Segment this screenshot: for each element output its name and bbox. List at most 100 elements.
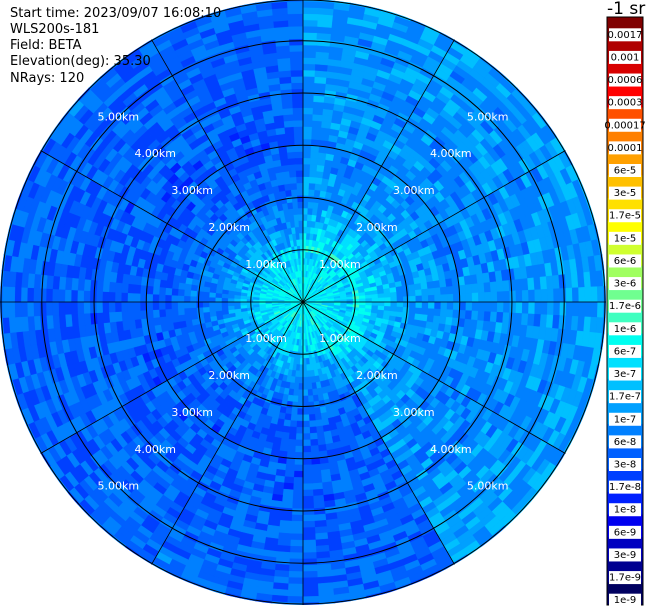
ppi-cell bbox=[114, 282, 123, 293]
ppi-cell bbox=[146, 301, 153, 311]
ppi-cell bbox=[96, 312, 104, 324]
ppi-cell bbox=[102, 291, 110, 303]
ppi-cell bbox=[534, 301, 542, 315]
ppi-cell bbox=[290, 533, 304, 541]
ppi-cell bbox=[178, 314, 186, 322]
ppi-cell bbox=[95, 301, 103, 314]
ppi-cell bbox=[246, 304, 254, 309]
ppi-cell bbox=[302, 88, 315, 96]
ppi-cell bbox=[121, 310, 129, 322]
ppi-cell bbox=[527, 277, 535, 291]
ppi-cell bbox=[471, 301, 479, 312]
ppi-cell bbox=[171, 308, 179, 316]
ppi-cell bbox=[302, 427, 311, 434]
ppi-cell bbox=[177, 295, 185, 303]
ppi-cell bbox=[315, 544, 330, 553]
ppi-cell bbox=[433, 308, 441, 317]
ppi-cell bbox=[290, 414, 298, 422]
ppi-cell bbox=[314, 63, 329, 72]
ppi-cell bbox=[307, 395, 314, 403]
ppi-cell bbox=[302, 527, 316, 535]
ppi-cell bbox=[389, 287, 397, 294]
ppi-cell bbox=[202, 296, 210, 303]
ppi-cell bbox=[302, 552, 317, 560]
ppi-cell bbox=[446, 286, 454, 295]
ppi-cell bbox=[177, 308, 185, 316]
ppi-cell bbox=[414, 313, 422, 321]
ppi-cell bbox=[390, 301, 398, 308]
ppi-cell bbox=[127, 292, 135, 303]
ppi-cell bbox=[83, 290, 91, 303]
ppi-cell bbox=[288, 432, 297, 440]
ppi-cell bbox=[371, 301, 379, 307]
ppi-cell bbox=[310, 145, 320, 153]
ppi-cell bbox=[95, 290, 103, 303]
ppi-cell bbox=[302, 370, 308, 378]
ppi-cell bbox=[291, 514, 304, 522]
ppi-cell bbox=[282, 425, 291, 434]
ppi-cell bbox=[289, 558, 304, 566]
ppi-cell bbox=[302, 82, 315, 90]
ppi-cell bbox=[302, 533, 316, 541]
ppi-cell bbox=[288, 577, 304, 585]
ppi-cell bbox=[302, 570, 318, 579]
ppi-cell bbox=[302, 214, 308, 221]
ppi-cell bbox=[509, 301, 517, 314]
ppi-cell bbox=[302, 19, 318, 27]
ppi-cell bbox=[302, 596, 319, 604]
ppi-cell bbox=[302, 0, 319, 8]
ppi-cell bbox=[310, 157, 319, 166]
ppi-cell bbox=[183, 301, 191, 309]
ppi-cell bbox=[384, 301, 391, 307]
ppi-cell bbox=[311, 126, 322, 134]
ppi-cell bbox=[414, 283, 422, 291]
ppi-cell bbox=[415, 289, 423, 297]
ppi-cell bbox=[313, 400, 320, 409]
ppi-cell bbox=[402, 296, 410, 303]
ppi-cell bbox=[311, 132, 321, 141]
ppi-cell bbox=[302, 558, 317, 566]
ppi-cell bbox=[292, 389, 299, 397]
ppi-cell bbox=[302, 182, 310, 190]
ppi-cell bbox=[315, 425, 324, 434]
ppi-cell bbox=[477, 282, 485, 294]
ppi-cell bbox=[306, 364, 311, 372]
ppi-cell bbox=[464, 284, 473, 294]
ppi-cell bbox=[171, 288, 179, 296]
ppi-cell bbox=[215, 310, 223, 316]
ppi-cell bbox=[309, 420, 317, 428]
ppi-cell bbox=[139, 301, 147, 311]
ppi-cell bbox=[189, 295, 197, 303]
ppi-cell bbox=[71, 313, 79, 327]
ppi-cell bbox=[159, 279, 168, 288]
ppi-cell bbox=[312, 101, 325, 109]
ppi-cell bbox=[184, 313, 192, 321]
ppi-cell bbox=[196, 296, 204, 303]
ppi-cell bbox=[164, 301, 172, 310]
ppi-cell bbox=[302, 63, 316, 71]
ppi-cell bbox=[302, 38, 317, 46]
ppi-cell bbox=[139, 293, 147, 303]
ppi-cell bbox=[302, 589, 319, 597]
ppi-cell bbox=[302, 94, 315, 102]
ppi-cell bbox=[308, 407, 316, 415]
ppi-cell bbox=[291, 508, 304, 516]
ppi-cell bbox=[496, 280, 504, 293]
ppi-cell bbox=[189, 301, 197, 309]
ppi-cell bbox=[415, 301, 423, 309]
ppi-cell bbox=[77, 278, 86, 291]
ppi-cell bbox=[196, 301, 204, 308]
ppi-cell bbox=[317, 158, 326, 167]
ppi-cell bbox=[295, 433, 304, 441]
ppi-cell bbox=[202, 291, 210, 298]
ppi-cell bbox=[20, 287, 28, 303]
ppi-cell bbox=[108, 291, 116, 303]
ppi-cell bbox=[171, 301, 178, 310]
ppi-cell bbox=[276, 544, 291, 553]
ppi-cell bbox=[146, 293, 153, 303]
ppi-cell bbox=[308, 401, 315, 409]
ppi-cell bbox=[307, 382, 313, 390]
ppi-cell bbox=[314, 519, 327, 528]
ppi-cell bbox=[539, 314, 548, 328]
ppi-cell bbox=[396, 296, 404, 303]
